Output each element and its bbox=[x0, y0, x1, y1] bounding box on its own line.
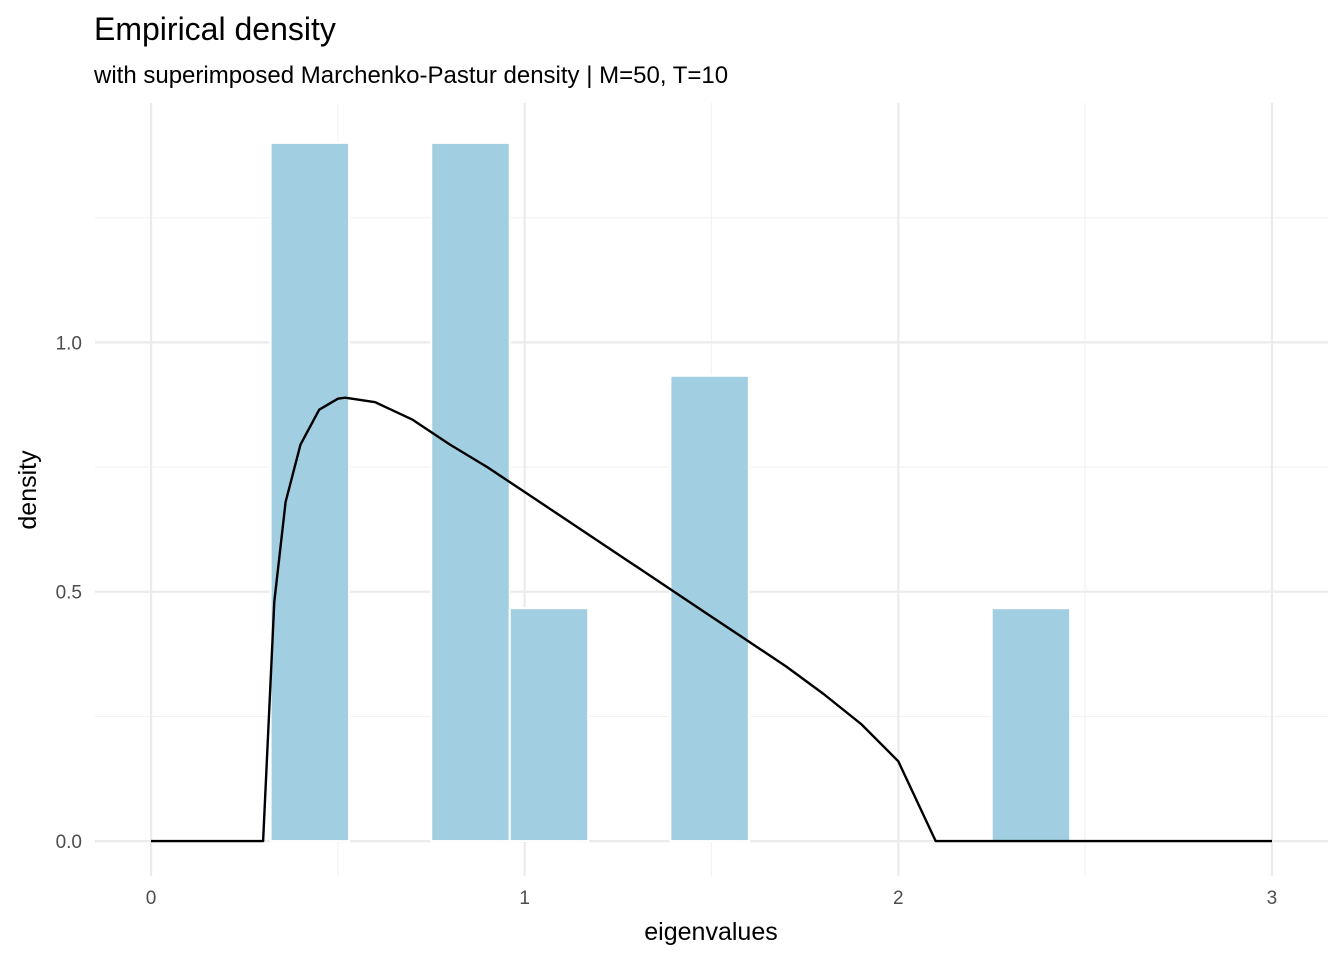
y-tick-label: 0.0 bbox=[56, 832, 82, 853]
x-tick-label: 2 bbox=[893, 888, 904, 909]
x-tick-label: 3 bbox=[1267, 888, 1278, 909]
density-curve-layer bbox=[151, 396, 1272, 843]
x-tick-label: 1 bbox=[519, 888, 530, 909]
histogram-bar bbox=[508, 607, 590, 843]
marchenko-pastur-density-line bbox=[151, 396, 1272, 843]
y-tick-label: 1.0 bbox=[56, 333, 82, 354]
chart-title: Empirical density bbox=[94, 11, 336, 47]
histogram-bar bbox=[990, 607, 1072, 843]
histogram-bar bbox=[269, 141, 351, 843]
x-axis-tick-labels: 0 1 2 3 bbox=[146, 888, 1277, 909]
chart-subtitle: with superimposed Marchenko-Pastur densi… bbox=[93, 62, 728, 89]
x-axis-label: eigenvalues bbox=[644, 918, 777, 946]
y-axis-label: density bbox=[14, 450, 42, 530]
histogram-bar bbox=[430, 141, 511, 843]
y-tick-label: 0.5 bbox=[56, 583, 82, 604]
histogram-bar bbox=[669, 374, 750, 843]
x-tick-label: 0 bbox=[146, 888, 157, 909]
y-axis-tick-labels: 0.0 0.5 1.0 bbox=[56, 333, 82, 853]
histogram-bars bbox=[269, 141, 1072, 843]
